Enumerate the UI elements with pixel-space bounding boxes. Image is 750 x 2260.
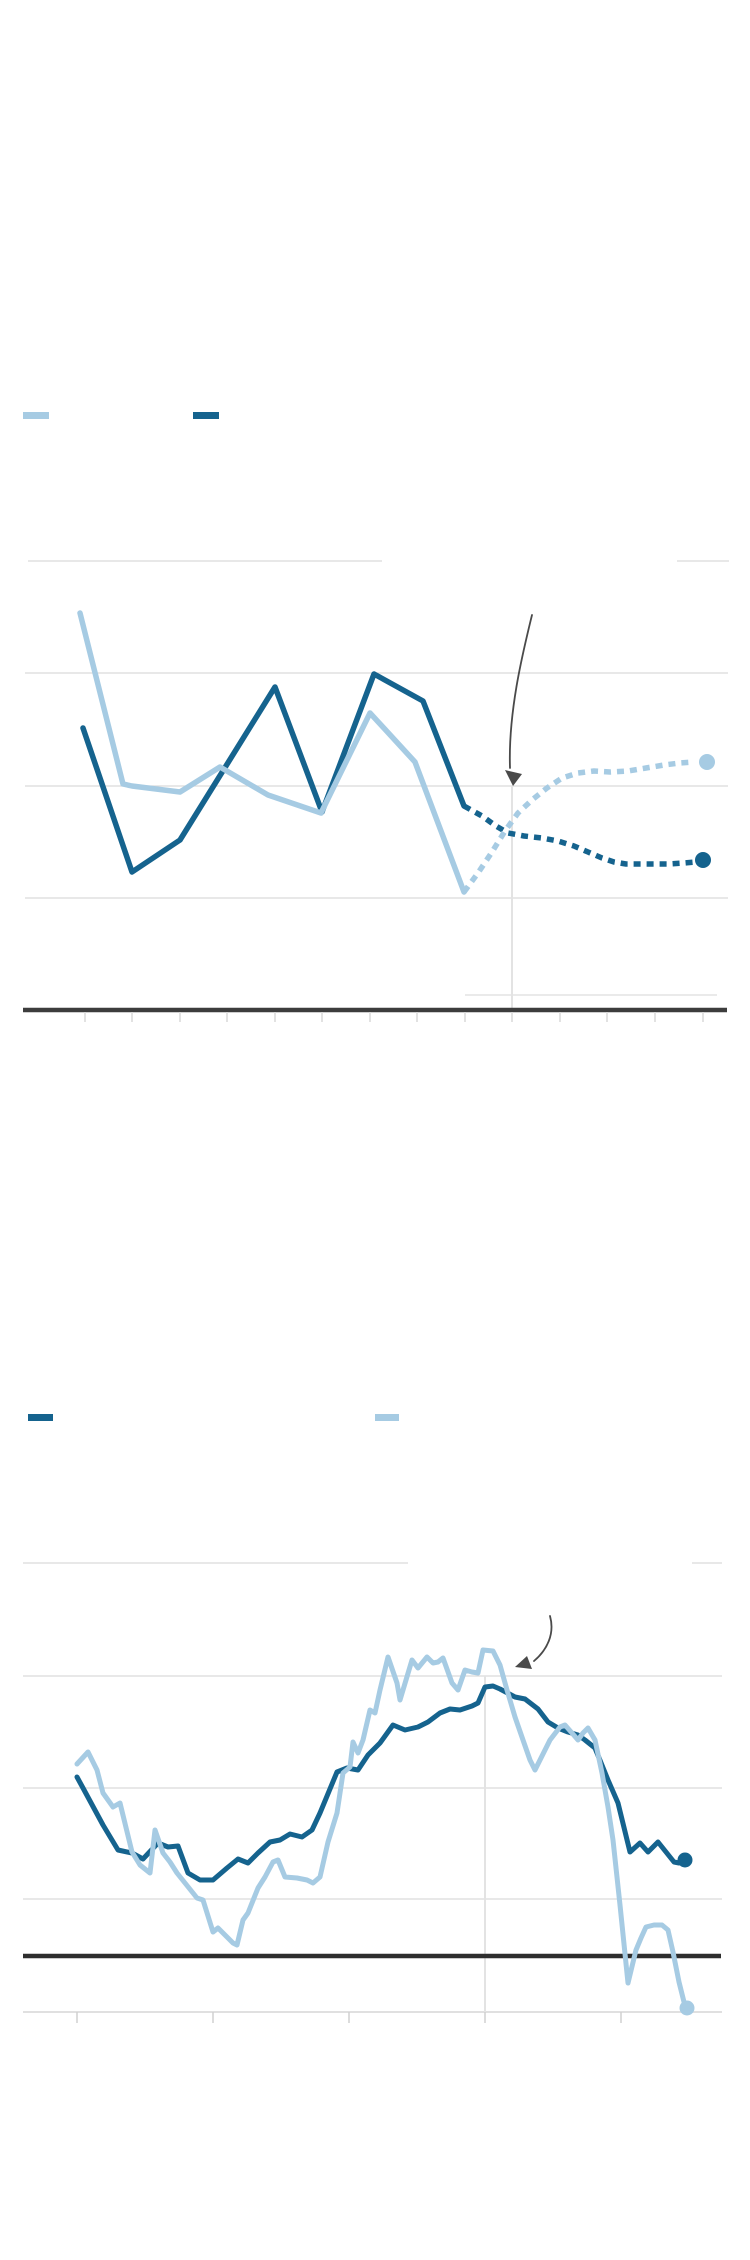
bottom-annotation-arrow-head xyxy=(515,1656,532,1669)
legend-top-dark-swatch xyxy=(193,412,219,419)
bottom-dark-line-end-dot xyxy=(677,1852,693,1868)
top-annotation-arrow-head xyxy=(505,770,522,786)
top-annotation-arrow xyxy=(508,614,533,769)
top-light-forecast-dotted-line-end-dot xyxy=(699,754,715,770)
bottom-light-line-end-dot xyxy=(679,2000,695,2016)
bottom-dark-line xyxy=(74,1683,682,1883)
top-dark-forecast-dotted-line-end-dot xyxy=(695,852,711,868)
bottom-light-line xyxy=(74,1647,687,2005)
top-light-solid-line xyxy=(77,610,467,895)
chart-bottom xyxy=(23,1414,722,2023)
top-dark-forecast-dotted-line xyxy=(462,803,697,867)
legend-bottom-light-swatch xyxy=(375,1414,399,1421)
chart-top xyxy=(23,412,729,1022)
top-dark-solid-line xyxy=(80,671,467,875)
top-light-forecast-dotted-line xyxy=(461,759,695,894)
legend-bottom-dark-swatch xyxy=(28,1414,53,1421)
bottom-annotation-arrow xyxy=(533,1615,553,1662)
legend-top-light-swatch xyxy=(23,412,49,419)
